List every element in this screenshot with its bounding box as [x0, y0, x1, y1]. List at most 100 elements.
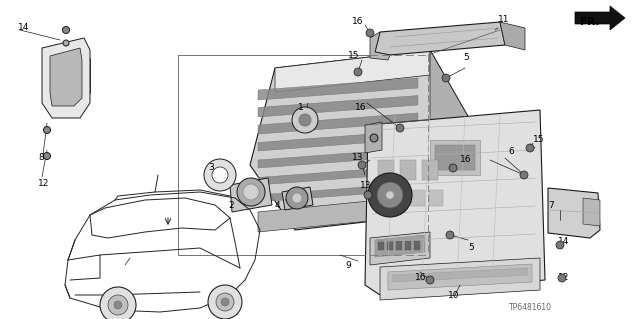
Polygon shape	[375, 22, 505, 55]
Text: 7: 7	[548, 201, 554, 210]
Circle shape	[364, 191, 372, 199]
Polygon shape	[258, 78, 418, 100]
Circle shape	[358, 161, 366, 169]
Circle shape	[370, 134, 378, 142]
Bar	[411, 190, 425, 206]
Text: 3: 3	[208, 164, 214, 173]
Circle shape	[204, 159, 236, 191]
Polygon shape	[275, 50, 430, 92]
Polygon shape	[575, 6, 625, 30]
Polygon shape	[258, 148, 418, 168]
Polygon shape	[258, 166, 418, 185]
Text: 5: 5	[468, 243, 474, 253]
Circle shape	[292, 193, 302, 203]
Circle shape	[377, 182, 403, 208]
Polygon shape	[282, 187, 313, 210]
Polygon shape	[258, 130, 418, 151]
Circle shape	[449, 164, 457, 172]
Polygon shape	[258, 113, 418, 134]
Bar	[393, 190, 407, 206]
Text: 13: 13	[360, 182, 371, 190]
Text: 11: 11	[498, 16, 509, 25]
Circle shape	[386, 191, 394, 199]
Bar	[178, 55, 428, 255]
Text: 16: 16	[460, 155, 472, 165]
Circle shape	[368, 173, 412, 217]
Circle shape	[520, 171, 528, 179]
Bar	[422, 160, 438, 180]
Text: 1: 1	[298, 102, 304, 112]
Polygon shape	[405, 241, 411, 250]
Polygon shape	[370, 32, 390, 60]
Text: 12: 12	[558, 273, 570, 283]
Polygon shape	[583, 198, 600, 226]
Polygon shape	[258, 183, 418, 202]
Text: 6: 6	[508, 147, 514, 157]
Text: 8: 8	[38, 153, 44, 162]
Text: 13: 13	[352, 153, 364, 162]
Polygon shape	[387, 241, 393, 250]
Circle shape	[556, 241, 564, 249]
Circle shape	[366, 29, 374, 37]
Bar	[435, 145, 475, 170]
Text: FR.: FR.	[580, 17, 600, 27]
Polygon shape	[380, 258, 540, 300]
Polygon shape	[258, 95, 418, 117]
Bar	[429, 190, 443, 206]
Circle shape	[354, 68, 362, 76]
Circle shape	[63, 40, 69, 46]
Text: 16: 16	[415, 273, 426, 283]
Text: 14: 14	[18, 24, 29, 33]
Circle shape	[100, 287, 136, 319]
Text: 10: 10	[448, 291, 460, 300]
Circle shape	[426, 276, 434, 284]
Polygon shape	[365, 122, 382, 153]
Circle shape	[292, 107, 318, 133]
Bar	[400, 160, 416, 180]
Polygon shape	[50, 48, 82, 106]
Circle shape	[114, 301, 122, 309]
Circle shape	[44, 127, 51, 133]
Polygon shape	[230, 178, 272, 212]
Circle shape	[221, 298, 229, 306]
Circle shape	[299, 114, 311, 126]
Circle shape	[286, 187, 308, 209]
Polygon shape	[388, 264, 532, 290]
Polygon shape	[375, 235, 425, 257]
Polygon shape	[414, 241, 420, 250]
Bar	[375, 190, 389, 206]
Polygon shape	[258, 195, 430, 232]
Text: 9: 9	[345, 261, 351, 270]
Text: 5: 5	[463, 54, 468, 63]
Polygon shape	[370, 232, 430, 265]
Polygon shape	[42, 38, 90, 118]
Circle shape	[526, 144, 534, 152]
Text: 2: 2	[228, 201, 234, 210]
Text: 15: 15	[533, 136, 545, 145]
Circle shape	[558, 274, 566, 282]
Polygon shape	[548, 188, 600, 238]
Polygon shape	[392, 268, 528, 282]
Text: 12: 12	[38, 179, 49, 188]
Text: 4: 4	[275, 201, 280, 210]
Circle shape	[212, 167, 228, 183]
Polygon shape	[378, 241, 384, 250]
Circle shape	[108, 295, 128, 315]
Circle shape	[216, 293, 234, 311]
Polygon shape	[365, 110, 545, 295]
Text: 15: 15	[348, 50, 360, 60]
Text: 14: 14	[558, 238, 570, 247]
Circle shape	[44, 152, 51, 160]
Text: TP6481610: TP6481610	[509, 303, 552, 313]
Circle shape	[237, 178, 265, 206]
Bar	[430, 140, 480, 175]
Circle shape	[442, 74, 450, 82]
Polygon shape	[250, 50, 470, 230]
Text: 16: 16	[352, 18, 364, 26]
Polygon shape	[430, 50, 470, 210]
Polygon shape	[500, 22, 525, 50]
Bar	[378, 160, 394, 180]
Circle shape	[243, 184, 259, 200]
Circle shape	[63, 26, 70, 33]
Circle shape	[446, 231, 454, 239]
